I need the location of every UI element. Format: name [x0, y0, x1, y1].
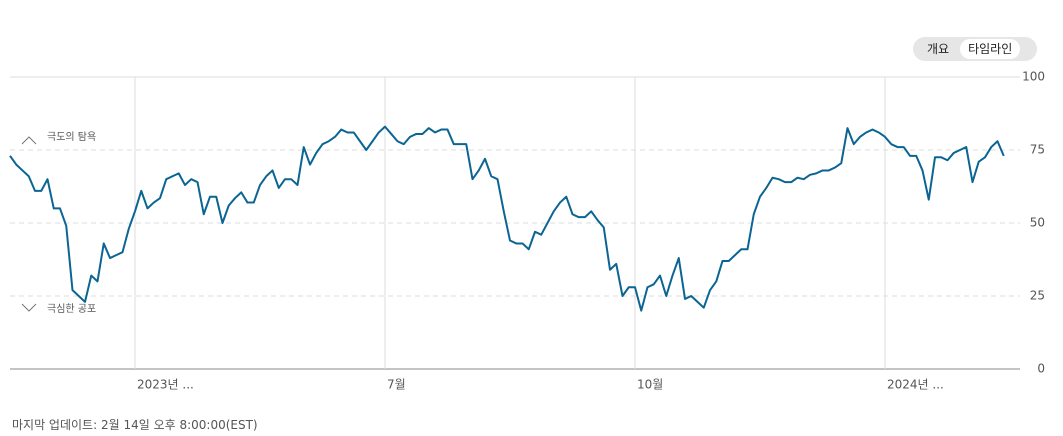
- y-tick-label: 100: [1022, 70, 1045, 84]
- chart: 0 25 50 75 100 2023년 ... 7월 10월 2024년 ... 극도의 탐욕극…: [9, 70, 1045, 392]
- annotation: 극도의 탐욕: [47, 131, 96, 143]
- y-tick-label: 25: [1030, 289, 1045, 303]
- x-tick-label: 7월: [387, 378, 406, 392]
- y-tick-label: 50: [1030, 216, 1045, 230]
- annotation: 극심한 공포: [47, 303, 96, 315]
- tab[interactable]: 타임라인: [960, 39, 1021, 59]
- y-tick-label: 75: [1030, 143, 1045, 157]
- x-tick-label: 2024년 ...: [887, 378, 944, 392]
- y-tick-label: 0: [1037, 362, 1045, 376]
- annotation-icon: [21, 303, 37, 312]
- line: [9, 125, 1005, 312]
- annotation-icon: [21, 136, 37, 145]
- view-toggle: 개요 타임라인: [913, 37, 1037, 61]
- x-tick-label: 10월: [637, 378, 663, 392]
- footer: 마지막 업데이트: 2월 14일 오후 8:00:00(EST): [12, 418, 258, 432]
- x-tick-label: 2023년 ...: [137, 378, 194, 392]
- tab[interactable]: 개요: [927, 42, 950, 56]
